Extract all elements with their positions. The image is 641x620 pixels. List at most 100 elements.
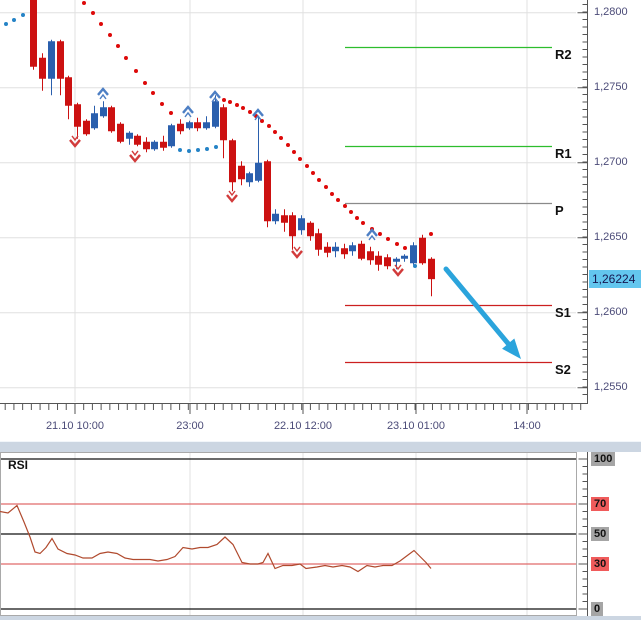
sar-dot [4, 22, 8, 26]
fractal-up-icon [252, 108, 264, 117]
fractal-up-icon [368, 234, 376, 241]
fractal-down-icon [291, 250, 303, 259]
pivot-label-p: P [555, 202, 564, 218]
candle-body [289, 215, 296, 237]
time-tick-label: 23.10 01:00 [386, 420, 446, 432]
sar-dot [196, 148, 200, 152]
candle-body [57, 41, 64, 79]
rsi-line [0, 504, 432, 573]
current-price-badge: 1,26224 [589, 270, 641, 288]
price-tick-label: 1,2650 [594, 230, 628, 243]
bottom-strip [0, 616, 641, 620]
candle-body [108, 107, 115, 132]
sar-dot [248, 110, 252, 115]
sar-dot [228, 100, 232, 104]
rsi-axis-ruler [578, 452, 588, 616]
fractal-up-icon [366, 228, 378, 237]
time-tick-label: 23:00 [176, 420, 204, 432]
rsi-axis-label-50: 50 [591, 527, 610, 541]
sar-dot [349, 209, 353, 214]
candle-body [428, 258, 435, 280]
rsi-indicator-panel[interactable]: RSI [0, 452, 577, 616]
candle-body [324, 246, 331, 253]
candle-body [358, 243, 365, 259]
candle-body [74, 104, 81, 127]
candle-body [401, 255, 408, 259]
fractal-up-icon [209, 90, 221, 99]
candle-body [255, 162, 262, 181]
sar-dot [403, 245, 407, 250]
price-tick-label: 1,2700 [594, 155, 628, 168]
candle-body [151, 141, 158, 150]
candle-body [194, 122, 201, 129]
sar-dot [205, 146, 209, 151]
fractal-down-icon [226, 194, 238, 203]
sar-dot [336, 197, 340, 202]
candle-body [177, 123, 184, 132]
sar-dot [12, 17, 16, 22]
trend-arrow-annotation[interactable] [443, 266, 511, 347]
sar-dot [279, 136, 283, 140]
time-axis[interactable]: 21.10 10:00 23:00 22.10 12:00 23.10 01:00 14… [0, 403, 641, 441]
rsi-axis-label-70: 70 [591, 497, 610, 511]
fractal-up-icon [97, 87, 109, 96]
candle-body [272, 213, 279, 222]
candle-body [83, 120, 90, 135]
fractal-down-icon [394, 264, 402, 271]
price-axis-ruler [577, 0, 588, 403]
candle-body [419, 237, 426, 264]
sar-dot [187, 149, 191, 154]
sar-dot [343, 203, 347, 208]
sar-dot [222, 98, 226, 103]
sar-dot [235, 103, 239, 107]
main-price-chart[interactable]: R2 R1 P S1 S2 [0, 0, 578, 403]
sar-dot [413, 263, 417, 268]
sar-dot [298, 157, 302, 161]
sar-dot [355, 215, 359, 220]
sar-dot [143, 80, 147, 85]
time-tick-label: 14:00 [513, 420, 541, 432]
trend-arrow-head[interactable] [502, 338, 521, 359]
fractal-up-icon [184, 111, 192, 118]
candle-body [48, 41, 55, 79]
sar-dot [108, 32, 112, 37]
sar-dot [134, 68, 138, 73]
sar-dot [124, 56, 128, 61]
candle-body [264, 161, 271, 222]
sar-dot [82, 1, 86, 5]
candle-body [307, 222, 314, 237]
candle-body [168, 125, 175, 147]
fractal-up-icon [99, 93, 107, 100]
fractal-down-icon [228, 190, 236, 197]
candle-body [410, 245, 417, 264]
candle-body [246, 173, 253, 183]
sar-dot [151, 91, 155, 95]
candle-body [367, 251, 374, 261]
fractal-down-icon [392, 268, 404, 277]
candle-body [30, 0, 37, 67]
candle-body [315, 233, 322, 250]
time-axis-ruler [0, 403, 588, 414]
candle-body [65, 77, 72, 106]
price-axis[interactable]: 1,2800 1,2750 1,2700 1,2650 1,2600 1,2550 [577, 0, 641, 403]
candle-body [212, 101, 219, 127]
pivot-label-r1: R1 [555, 145, 572, 161]
fractal-up-icon [182, 105, 194, 114]
candle-body [143, 141, 150, 150]
pivot-label-r2: R2 [555, 46, 572, 62]
candle-body [100, 107, 107, 117]
sar-dot [241, 106, 245, 110]
current-price-value: 1,26224 [592, 272, 636, 286]
sar-dot [91, 11, 95, 16]
candle-body [238, 165, 245, 180]
price-tick-label: 1,2800 [594, 5, 628, 18]
sar-dot [324, 185, 328, 190]
candle-body [281, 215, 288, 223]
candle-body [298, 218, 305, 231]
rsi-axis-label-100: 100 [591, 452, 616, 466]
sar-dot [273, 130, 277, 134]
sar-dot [330, 191, 334, 196]
fractal-down-icon [69, 139, 81, 148]
time-tick-label: 22.10 12:00 [273, 420, 333, 432]
